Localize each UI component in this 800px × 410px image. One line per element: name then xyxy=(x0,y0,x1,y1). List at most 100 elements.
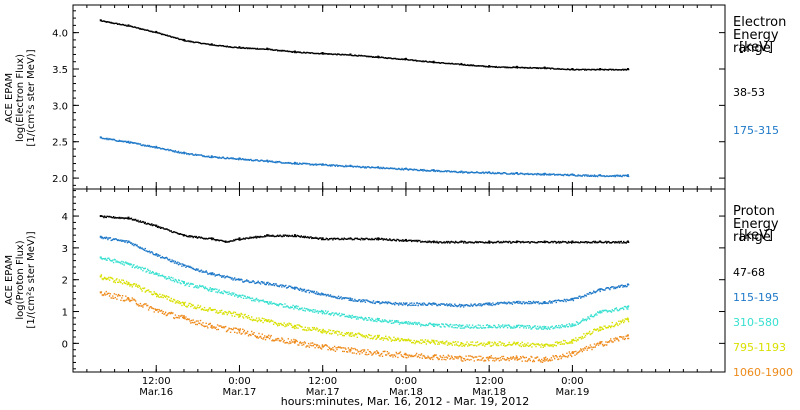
proton-series-310-580 xyxy=(99,256,630,330)
x-tick-date-label: Mar.17 xyxy=(223,387,257,398)
proton-data-point xyxy=(460,356,463,359)
proton-data-point xyxy=(127,297,130,300)
proton-ytick-label: 3 xyxy=(62,244,68,255)
x-tick-time-label: 12:00 xyxy=(475,376,504,387)
electron-legend-unit: [keV] xyxy=(739,40,774,55)
proton-series-trace xyxy=(100,257,630,330)
proton-data-point xyxy=(515,356,518,359)
x-tick-time-label: 0:00 xyxy=(561,376,583,387)
proton-data-point xyxy=(377,318,380,321)
proton-data-point xyxy=(210,288,213,291)
proton-data-point xyxy=(349,348,352,351)
electron-data-point xyxy=(432,169,435,172)
proton-data-point xyxy=(377,335,380,338)
proton-data-point xyxy=(238,329,241,332)
proton-data-point xyxy=(182,316,185,319)
x-tick-time-label: 0:00 xyxy=(228,376,250,387)
proton-data-point xyxy=(321,329,324,332)
electron-ylabel-line1: ACE EPAM xyxy=(4,73,15,123)
proton-data-point xyxy=(182,281,185,284)
proton-data-point xyxy=(626,318,629,321)
proton-legend-unit: [keV] xyxy=(739,228,774,243)
proton-data-point xyxy=(349,332,352,335)
proton-data-point xyxy=(626,334,629,337)
proton-legend-title: Proton Energy range xyxy=(733,205,779,244)
x-tick-date-label: Mar.17 xyxy=(306,387,340,398)
proton-data-point xyxy=(404,353,407,356)
proton-data-point xyxy=(99,256,102,259)
proton-data-point xyxy=(210,272,213,275)
proton-data-point xyxy=(266,320,269,323)
proton-data-point xyxy=(321,237,324,240)
proton-data-point xyxy=(404,238,407,241)
proton-data-point xyxy=(571,351,574,354)
proton-data-point xyxy=(432,240,435,243)
x-tick-date-label: Mar.18 xyxy=(472,387,506,398)
electron-ytick-label: 3.0 xyxy=(52,101,68,112)
proton-data-point xyxy=(599,288,602,291)
proton-panel-frame xyxy=(72,188,726,373)
proton-data-point xyxy=(599,310,602,313)
electron-legend-entry: 38-53 xyxy=(733,86,765,99)
electron-data-point xyxy=(210,155,213,158)
proton-data-point xyxy=(432,340,435,343)
proton-data-point xyxy=(571,323,574,326)
x-tick-date-label: Mar.16 xyxy=(139,387,173,398)
x-tick-time-label: 12:00 xyxy=(142,376,171,387)
electron-ytick-label: 3.5 xyxy=(52,65,68,76)
proton-series-1060-1900 xyxy=(99,290,630,363)
electron-ytick-label: 4.0 xyxy=(52,29,68,40)
electron-ylabel-line3: [1/(cm²s ster MeV)] xyxy=(26,49,37,146)
electron-ytick-label: 2.0 xyxy=(52,174,68,185)
proton-data-point xyxy=(210,324,213,327)
proton-data-point xyxy=(238,313,241,316)
proton-data-point xyxy=(127,281,130,284)
x-axis-label: hours:minutes, Mar. 16, 2012 - Mar. 19, … xyxy=(281,395,530,408)
electron-data-point xyxy=(599,68,602,70)
proton-data-point xyxy=(543,300,546,303)
proton-legend-entry: 310-580 xyxy=(733,316,779,329)
proton-data-point xyxy=(99,275,102,278)
proton-data-point xyxy=(488,342,491,345)
proton-legend-entry: 47-68 xyxy=(733,266,765,279)
electron-series-trace xyxy=(100,137,630,178)
electron-series-175-315 xyxy=(99,136,630,178)
proton-legend-entry: 1060-1900 xyxy=(733,366,793,379)
electron-ylabel-line2: log(Electron Flux) xyxy=(15,54,26,142)
electron-data-point xyxy=(626,174,629,177)
proton-data-point xyxy=(432,355,435,358)
proton-data-point xyxy=(404,321,407,324)
proton-series-115-195 xyxy=(99,235,630,308)
electron-panel-frame xyxy=(72,4,726,190)
x-tick-date-label: Mar.19 xyxy=(555,387,589,398)
electron-series-trace xyxy=(100,20,630,71)
proton-data-point xyxy=(626,305,629,308)
proton-data-point xyxy=(543,358,546,361)
proton-panel: 0 1 2 3 4 ACE EPAM log(Proton Flux) [1/(cm²s… xyxy=(4,188,726,373)
proton-data-point xyxy=(293,340,296,343)
proton-ytick-label: 0 xyxy=(62,339,68,350)
electron-legend-title: Electron Energy range xyxy=(733,16,787,55)
proton-ytick-label: 2 xyxy=(62,276,68,287)
proton-data-point xyxy=(155,272,158,275)
electron-data-point xyxy=(432,60,435,63)
proton-data-point xyxy=(127,216,130,219)
proton-legend-entry: 795-1193 xyxy=(733,341,786,354)
proton-ytick-label: 4 xyxy=(62,212,68,223)
proton-ylabel-line1: ACE EPAM xyxy=(4,255,15,305)
proton-data-point xyxy=(571,339,574,342)
proton-series-47-68 xyxy=(99,215,630,244)
proton-series-795-1193 xyxy=(99,274,630,348)
electron-data-point xyxy=(321,52,324,54)
proton-legend-entry: 115-195 xyxy=(733,291,779,304)
proton-ylabel-line2: log(Proton Flux) xyxy=(15,240,26,319)
proton-data-point xyxy=(488,356,491,359)
proton-ytick-label: 1 xyxy=(62,308,68,319)
electron-panel: 2.0 2.5 3.0 3.5 4.0 ACE EPAM log(Electron Fl… xyxy=(4,4,726,190)
electron-data-point xyxy=(127,24,130,27)
proton-series-trace xyxy=(100,236,630,308)
x-tick-time-label: 12:00 xyxy=(308,376,337,387)
proton-data-point xyxy=(293,234,296,237)
x-tick-time-label: 0:00 xyxy=(395,376,417,387)
